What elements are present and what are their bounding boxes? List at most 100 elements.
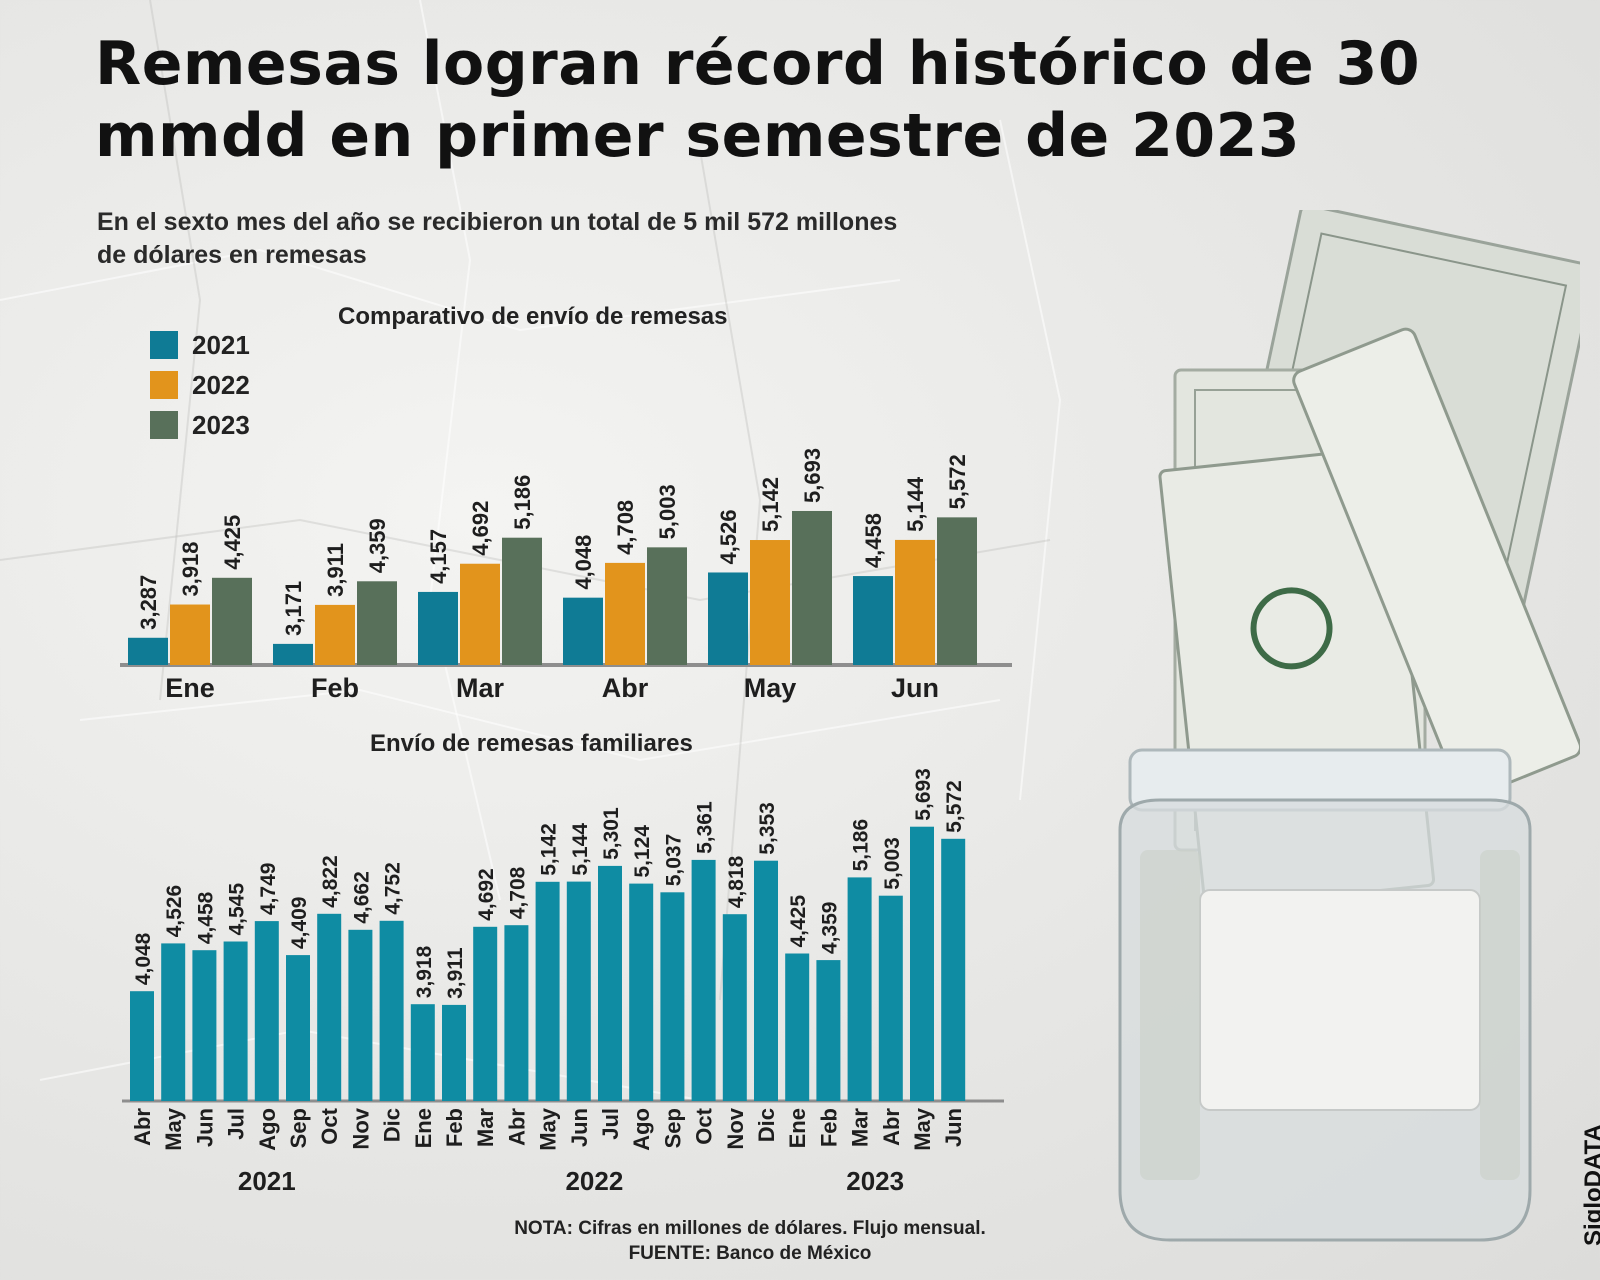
chart1-bar-2022-abr <box>605 562 645 665</box>
chart1-value-label: 5,186 <box>510 475 535 530</box>
chart2-value-label: 3,911 <box>444 947 467 999</box>
chart1-value-label: 3,287 <box>136 575 161 630</box>
chart2-x-label: Abr <box>504 1108 529 1146</box>
chart2-bar-9 <box>410 1004 435 1101</box>
chart2-x-label: May <box>536 1107 561 1151</box>
chart2-bar-10 <box>442 1004 466 1101</box>
chart1-x-label: Feb <box>311 673 359 703</box>
chart1-value-label: 5,572 <box>945 454 970 509</box>
chart2-bar-15 <box>598 865 622 1101</box>
chart2-x-label: Jun <box>941 1108 966 1147</box>
chart2-x-label: Dic <box>754 1108 779 1142</box>
chart2-x-label: Oct <box>692 1107 717 1144</box>
chart2-value-label: 4,409 <box>288 897 311 950</box>
chart1-bar-2021-may <box>708 572 748 665</box>
dollar-bill-curl <box>1292 327 1580 800</box>
chart1-title: Comparativo de envío de remesas <box>338 303 728 330</box>
chart2-bar-1 <box>161 943 186 1101</box>
chart2-x-label: Jul <box>598 1108 623 1140</box>
chart2-x-label: Abr <box>879 1108 904 1146</box>
chart2-value-label: 4,822 <box>319 855 342 908</box>
chart2-bar-25 <box>910 826 934 1101</box>
chart2-bar-4 <box>254 921 279 1101</box>
chart2-bar-5 <box>286 955 310 1101</box>
chart2-x-label: Feb <box>816 1108 841 1147</box>
chart1-value-label: 4,425 <box>220 515 245 570</box>
legend-label-2021: 2021 <box>192 329 250 360</box>
chart2-bar-21 <box>785 953 810 1101</box>
chart2-value-label: 4,425 <box>787 895 810 948</box>
legend-label-2023: 2023 <box>192 409 250 440</box>
chart2-bar-12 <box>504 925 529 1101</box>
chart2-value-label: 5,361 <box>694 801 717 854</box>
chart1-value-label: 3,918 <box>178 541 203 596</box>
chart2-bar-17 <box>660 892 685 1101</box>
chart2-bar-20 <box>754 860 778 1101</box>
chart2-bar-2 <box>192 950 217 1101</box>
chart2-x-label: Mar <box>848 1108 873 1148</box>
chart1-value-label: 4,692 <box>468 501 493 556</box>
chart2-value-label: 4,458 <box>194 891 217 944</box>
chart2-x-label: Sep <box>660 1108 685 1148</box>
chart1-value-label: 4,359 <box>365 518 390 573</box>
chart1-value-label: 3,911 <box>323 543 348 597</box>
chart2-x-label: Ago <box>255 1108 280 1151</box>
chart2-value-label: 5,142 <box>538 823 561 876</box>
chart2-value-label: 4,662 <box>350 871 373 924</box>
chart-footnote: NOTA: Cifras en millones de dólares. Flu… <box>470 1216 1030 1266</box>
chart1-x-label: Ene <box>165 673 215 703</box>
chart1-bar-2023-ene <box>212 577 252 665</box>
page-title: Remesas logran récord histórico de 30 mm… <box>95 29 1421 171</box>
chart2-bar-7 <box>348 929 373 1101</box>
chart2-x-label: Mar <box>473 1108 498 1148</box>
chart2-value-label: 3,918 <box>413 945 436 998</box>
chart2-x-label: Nov <box>723 1107 748 1149</box>
note-text: NOTA: Cifras en millones de dólares. Flu… <box>514 1218 986 1239</box>
chart1-value-label: 4,708 <box>613 500 638 555</box>
chart2-value-label: 5,301 <box>600 807 623 860</box>
chart1-bar-2022-feb <box>315 604 355 665</box>
chart1-value-label: 5,142 <box>758 477 783 532</box>
chart1-bar-2023-jun <box>937 517 977 665</box>
chart1-bar-2023-may <box>792 510 832 665</box>
chart2-value-label: 4,692 <box>475 868 498 921</box>
chart1-value-label: 5,144 <box>903 476 928 532</box>
jar-blank-label <box>1199 889 1481 1111</box>
chart2-value-label: 4,818 <box>725 855 748 908</box>
chart2-x-label: Jun <box>567 1108 592 1147</box>
chart2-value-label: 5,037 <box>662 834 685 887</box>
chart1-x-label: May <box>744 673 797 703</box>
chart1-bar-2021-mar <box>418 591 458 665</box>
jar-of-dollar-bills-illustration <box>1118 210 1580 1242</box>
chart1-bar-2021-ene <box>128 637 168 665</box>
chart2-value-label: 4,752 <box>382 862 405 915</box>
chart2-value-label: 4,749 <box>257 863 280 916</box>
chart2-x-label: May <box>910 1107 935 1151</box>
legend-label-2022: 2022 <box>192 369 250 400</box>
chart2-x-label: Ene <box>785 1108 810 1148</box>
chart2-bar-3 <box>223 941 248 1101</box>
chart2-x-label: Jun <box>192 1108 217 1147</box>
chart2-value-label: 4,048 <box>132 932 155 985</box>
chart2-value-label: 4,359 <box>818 902 841 955</box>
legend-item-2021: 2021 <box>150 325 250 365</box>
chart2-value-label: 4,545 <box>226 883 249 936</box>
chart2-value-label: 4,708 <box>506 866 529 919</box>
chart2-bar-18 <box>691 859 716 1101</box>
brand-watermark: SigloDATA <box>1580 1124 1600 1246</box>
chart2-value-label: 5,144 <box>569 823 592 876</box>
chart1-bar-2022-ene <box>170 604 210 665</box>
chart2-bar-19 <box>722 914 747 1101</box>
chart2-x-label: Ago <box>629 1108 654 1151</box>
chart2-x-label: Oct <box>317 1107 342 1144</box>
chart1-x-label: Jun <box>891 673 939 703</box>
source-text: FUENTE: Banco de México <box>628 1243 872 1264</box>
chart2-bar-11 <box>473 926 498 1101</box>
chart1-value-label: 4,048 <box>571 535 596 590</box>
chart2-year-label: 2021 <box>238 1166 296 1196</box>
chart2-x-label: Dic <box>380 1108 405 1142</box>
chart2-x-label: May <box>161 1107 186 1151</box>
chart2-x-label: Feb <box>442 1108 467 1147</box>
chart1-bar-2023-mar <box>502 537 542 665</box>
